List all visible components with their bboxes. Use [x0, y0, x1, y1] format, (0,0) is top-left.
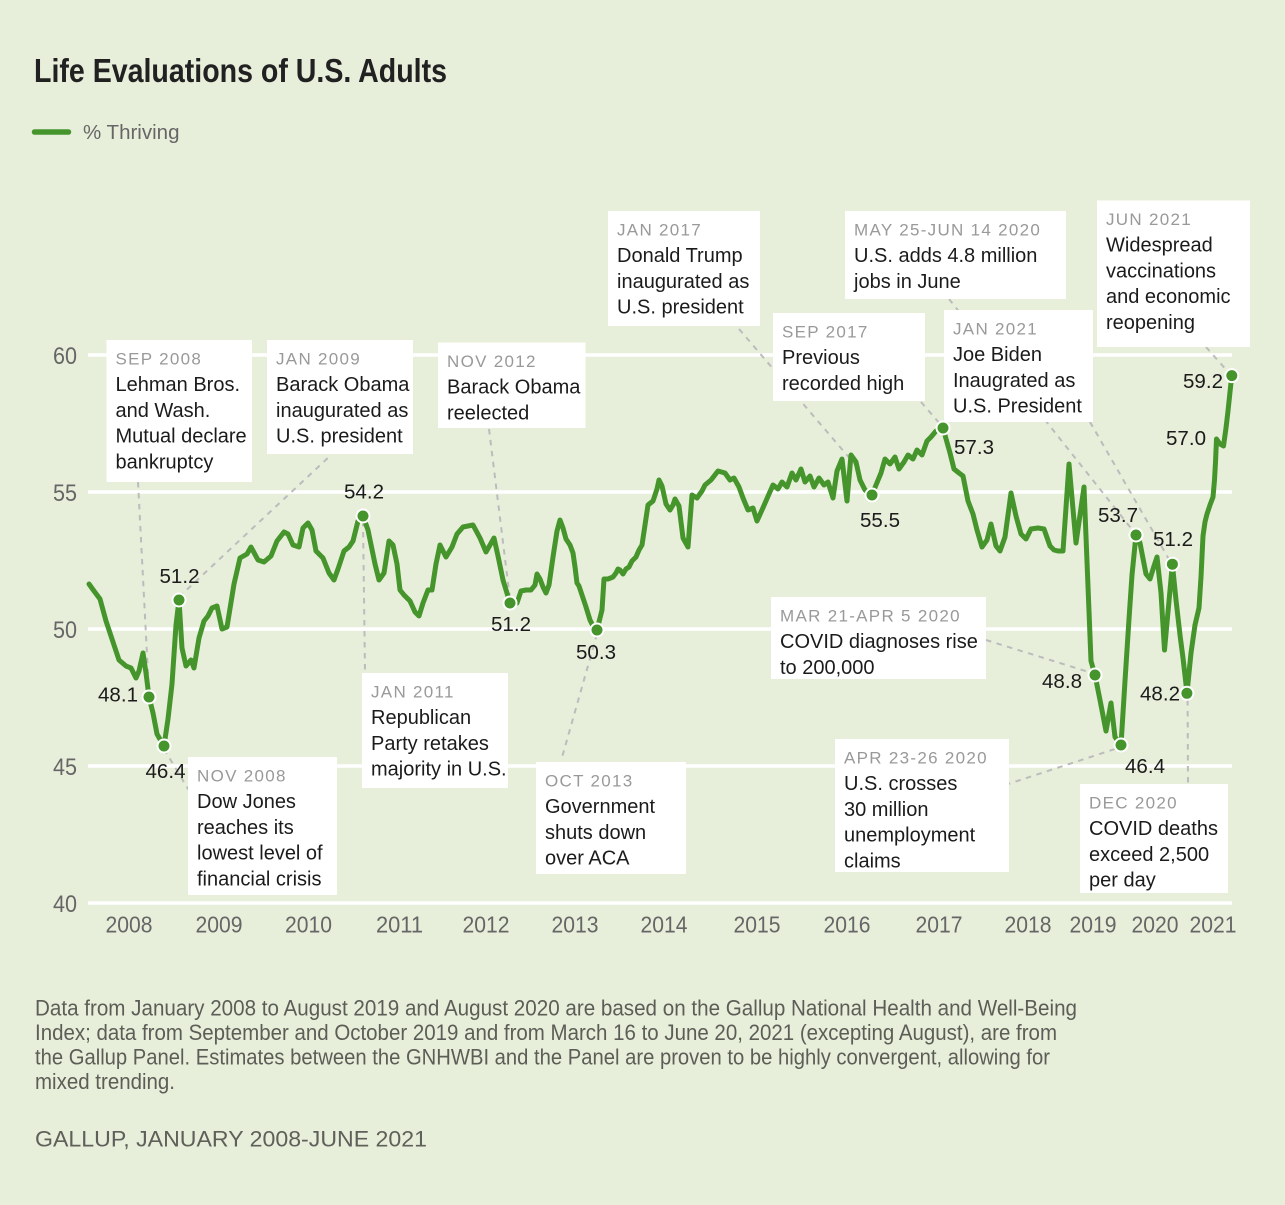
svg-text:51.2: 51.2 [491, 613, 531, 636]
svg-text:Republican: Republican [371, 707, 471, 729]
svg-text:and economic: and economic [1106, 286, 1231, 308]
svg-text:40: 40 [53, 891, 77, 918]
svg-text:55.5: 55.5 [860, 509, 900, 532]
svg-text:vaccinations: vaccinations [1106, 260, 1216, 282]
svg-text:Dow Jones: Dow Jones [197, 791, 296, 813]
svg-text:50: 50 [53, 617, 77, 644]
svg-text:SEP 2017: SEP 2017 [782, 323, 869, 342]
svg-text:exceed 2,500: exceed 2,500 [1089, 844, 1209, 866]
svg-text:JAN 2011: JAN 2011 [371, 683, 455, 702]
svg-text:51.2: 51.2 [160, 565, 200, 588]
svg-text:Government: Government [545, 796, 655, 818]
svg-text:57.3: 57.3 [954, 436, 994, 459]
svg-text:2009: 2009 [196, 912, 243, 938]
svg-text:55: 55 [53, 480, 77, 507]
svg-text:JAN 2017: JAN 2017 [617, 221, 702, 240]
svg-text:NOV 2012: NOV 2012 [447, 352, 537, 371]
svg-text:Widespread: Widespread [1106, 235, 1213, 257]
svg-text:2018: 2018 [1005, 912, 1052, 938]
svg-text:2020: 2020 [1132, 912, 1179, 938]
svg-text:Life Evaluations of U.S. Adult: Life Evaluations of U.S. Adults [34, 53, 447, 90]
svg-text:Index; data from September and: Index; data from September and October 2… [35, 1020, 1057, 1045]
svg-text:50.3: 50.3 [576, 641, 616, 664]
svg-text:NOV 2008: NOV 2008 [197, 767, 287, 786]
svg-text:OCT 2013: OCT 2013 [545, 772, 634, 791]
svg-text:JAN 2009: JAN 2009 [276, 350, 361, 369]
svg-text:Mutual declare: Mutual declare [116, 426, 247, 448]
svg-text:JUN 2021: JUN 2021 [1106, 210, 1192, 229]
svg-text:48.1: 48.1 [98, 684, 138, 707]
svg-text:2017: 2017 [916, 912, 963, 938]
svg-text:U.S. crosses: U.S. crosses [844, 773, 957, 795]
svg-text:SEP 2008: SEP 2008 [116, 350, 203, 369]
svg-text:2015: 2015 [734, 912, 781, 938]
svg-text:2013: 2013 [552, 912, 599, 938]
svg-text:DEC 2020: DEC 2020 [1089, 794, 1178, 813]
svg-text:COVID diagnoses rise: COVID diagnoses rise [780, 631, 978, 653]
svg-text:2019: 2019 [1070, 912, 1117, 938]
svg-text:46.4: 46.4 [146, 760, 186, 783]
svg-text:majority in U.S.: majority in U.S. [371, 759, 507, 781]
svg-text:claims: claims [844, 850, 901, 872]
svg-text:Previous: Previous [782, 347, 860, 369]
svg-text:GALLUP, JANUARY 2008-JUNE 2021: GALLUP, JANUARY 2008-JUNE 2021 [35, 1127, 427, 1152]
svg-text:Barack Obama: Barack Obama [276, 374, 410, 396]
svg-text:U.S. adds 4.8 million: U.S. adds 4.8 million [854, 245, 1037, 267]
svg-text:per day: per day [1089, 870, 1156, 892]
svg-text:COVID deaths: COVID deaths [1089, 818, 1218, 840]
svg-text:reopening: reopening [1106, 312, 1195, 334]
svg-text:48.2: 48.2 [1140, 683, 1180, 706]
svg-text:lowest level of: lowest level of [197, 843, 323, 865]
svg-text:the Gallup Panel. Estimates be: the Gallup Panel. Estimates between the … [35, 1045, 1050, 1070]
svg-text:reelected: reelected [447, 402, 529, 424]
svg-text:Data from January 2008 to Augu: Data from January 2008 to August 2019 an… [35, 995, 1077, 1020]
svg-text:2014: 2014 [641, 912, 688, 938]
svg-text:2012: 2012 [463, 912, 510, 938]
svg-text:to 200,000: to 200,000 [780, 657, 875, 679]
svg-text:Lehman Bros.: Lehman Bros. [116, 374, 241, 396]
svg-text:mixed trending.: mixed trending. [35, 1069, 175, 1094]
svg-text:Party retakes: Party retakes [371, 733, 489, 755]
svg-text:2016: 2016 [824, 912, 871, 938]
svg-text:jobs in June: jobs in June [853, 271, 961, 293]
svg-text:unemployment: unemployment [844, 825, 976, 847]
svg-text:and Wash.: and Wash. [116, 400, 211, 422]
svg-text:bankruptcy: bankruptcy [116, 451, 214, 473]
svg-text:Donald Trump: Donald Trump [617, 245, 743, 267]
svg-text:51.2: 51.2 [1153, 528, 1193, 551]
svg-text:Joe Biden: Joe Biden [953, 344, 1042, 366]
svg-text:U.S. President: U.S. President [953, 396, 1082, 418]
svg-text:59.2: 59.2 [1183, 370, 1223, 393]
svg-text:2021: 2021 [1190, 912, 1237, 938]
svg-text:U.S. president: U.S. president [276, 426, 403, 448]
svg-text:financial crisis: financial crisis [197, 868, 321, 890]
svg-text:% Thriving: % Thriving [83, 121, 179, 144]
svg-text:2010: 2010 [285, 912, 332, 938]
svg-text:shuts down: shuts down [545, 822, 646, 844]
svg-text:APR 23-26 2020: APR 23-26 2020 [844, 749, 988, 768]
svg-text:48.8: 48.8 [1042, 670, 1082, 693]
svg-text:2011: 2011 [376, 912, 423, 938]
svg-text:46.4: 46.4 [1125, 755, 1165, 778]
svg-text:MAY 25-JUN 14 2020: MAY 25-JUN 14 2020 [854, 221, 1041, 240]
svg-text:inaugurated as: inaugurated as [617, 271, 749, 293]
svg-text:reaches its: reaches its [197, 817, 294, 839]
svg-text:U.S. president: U.S. president [617, 297, 744, 319]
svg-text:30 million: 30 million [844, 799, 928, 821]
svg-text:57.0: 57.0 [1166, 427, 1206, 450]
svg-text:Inaugrated as: Inaugrated as [953, 370, 1075, 392]
svg-text:2008: 2008 [106, 912, 153, 938]
svg-text:60: 60 [53, 343, 77, 370]
svg-text:Barack Obama: Barack Obama [447, 377, 581, 399]
svg-text:45: 45 [53, 754, 77, 781]
svg-text:recorded high: recorded high [782, 373, 904, 395]
svg-text:53.7: 53.7 [1098, 504, 1138, 527]
svg-text:54.2: 54.2 [344, 481, 384, 504]
svg-text:JAN 2021: JAN 2021 [953, 320, 1038, 339]
svg-text:MAR 21-APR 5 2020: MAR 21-APR 5 2020 [780, 607, 961, 626]
svg-text:inaugurated as: inaugurated as [276, 400, 408, 422]
svg-text:over ACA: over ACA [545, 848, 630, 870]
